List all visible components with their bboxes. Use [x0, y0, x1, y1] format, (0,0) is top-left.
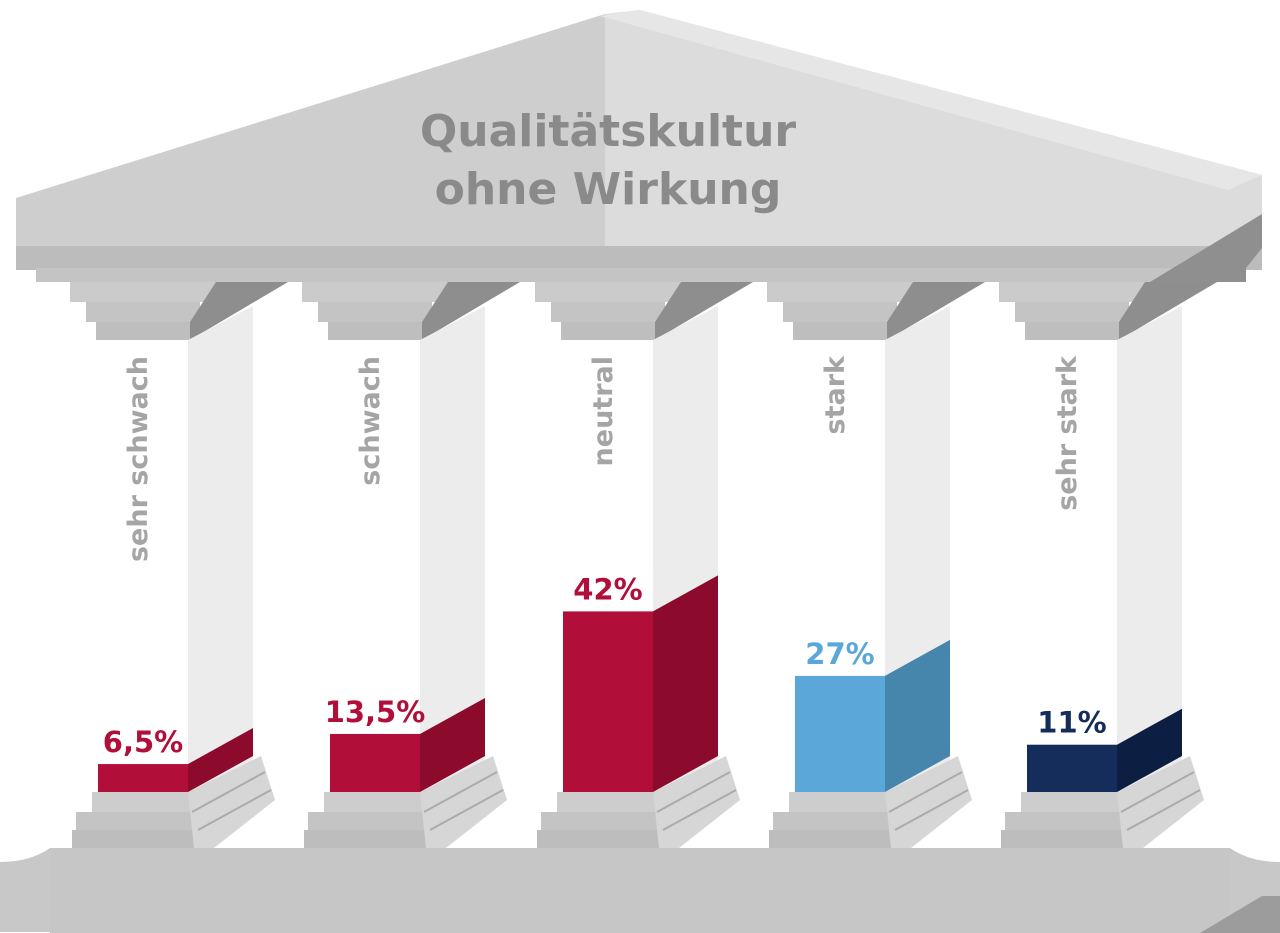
capital-middle — [318, 302, 432, 322]
plinth-step-line — [423, 771, 498, 813]
category-label: schwach — [355, 356, 386, 486]
columns: sehr schwach 6,5% schwach 13,5% neutral 42% st… — [70, 282, 1217, 848]
plinth-step-line — [429, 789, 504, 831]
column-shaft-front — [330, 340, 420, 792]
column-shaft-side — [188, 306, 253, 792]
capital-lower — [96, 322, 190, 340]
column-3: neutral 42% — [535, 282, 753, 848]
base-left-curve — [0, 848, 60, 932]
capital-lower — [1025, 322, 1119, 340]
bar-side — [885, 639, 950, 792]
capital-upper — [70, 282, 216, 302]
roof-step-shadow — [1150, 214, 1262, 282]
roof-right-slope — [605, 10, 1262, 248]
capital-lower — [561, 322, 655, 340]
plinth-upper — [1021, 792, 1123, 812]
plinth-upper — [324, 792, 426, 812]
bar-front — [1027, 744, 1117, 792]
value-label: 13,5% — [325, 695, 426, 729]
plinth-upper — [789, 792, 891, 812]
capital-middle — [86, 302, 200, 322]
roof-base-beam — [16, 246, 1262, 270]
capital-middle — [1015, 302, 1129, 322]
plinth-lower — [304, 830, 446, 848]
capital-shadow — [422, 282, 520, 340]
plinth-upper — [557, 792, 659, 812]
category-label: neutral — [588, 356, 619, 466]
roof-step-1 — [36, 268, 1246, 282]
capital-upper — [535, 282, 681, 302]
value-label: 42% — [573, 572, 642, 606]
bar-front — [330, 733, 420, 792]
category-label: sehr stark — [1052, 355, 1083, 511]
plinth-lower — [769, 830, 911, 848]
column-4: stark 27% — [767, 282, 985, 848]
base-right-shadow — [1200, 896, 1280, 933]
bar-front — [795, 675, 885, 792]
capital-shadow — [887, 282, 985, 340]
roof-left-slope — [16, 14, 605, 248]
capital-upper — [302, 282, 448, 302]
category-label: sehr schwach — [123, 356, 154, 562]
capital-upper — [999, 282, 1145, 302]
bar-front — [98, 764, 188, 792]
plinth-lower — [537, 830, 679, 848]
column-shaft-side — [1117, 306, 1182, 792]
value-label: 6,5% — [103, 725, 183, 759]
plinth-step-line — [894, 789, 969, 831]
roof-ridge-highlight — [600, 10, 1262, 190]
category-label: stark — [820, 355, 851, 435]
capital-lower — [328, 322, 422, 340]
chart-title-line-1: Qualitätskultur — [420, 106, 797, 157]
capital-middle — [551, 302, 665, 322]
base-slab — [50, 848, 1230, 933]
plinth-step-line — [656, 771, 731, 813]
column-1: sehr schwach 6,5% — [70, 282, 288, 848]
bar-side — [1117, 708, 1182, 792]
plinth-step-line — [1126, 789, 1201, 831]
bar-side — [188, 728, 253, 792]
plinth-middle — [541, 812, 675, 830]
plinth-middle — [773, 812, 907, 830]
plinth-step-line — [888, 771, 963, 813]
capital-lower — [793, 322, 887, 340]
plinth-middle — [1005, 812, 1139, 830]
plinth-step-line — [1120, 771, 1195, 813]
capital-shadow — [1119, 282, 1217, 340]
plinth-lower — [1001, 830, 1143, 848]
value-label: 11% — [1037, 706, 1106, 740]
plinth-step-line — [662, 789, 737, 831]
column-shaft-side — [420, 306, 485, 792]
value-label: 27% — [805, 637, 874, 671]
plinth-lower — [72, 830, 214, 848]
plinth-middle — [308, 812, 442, 830]
chart-title-line-2: ohne Wirkung — [435, 164, 782, 215]
plinth-upper — [92, 792, 194, 812]
bar-side — [653, 575, 718, 792]
capital-shadow — [190, 282, 288, 340]
plinth-step-line — [191, 771, 266, 813]
plinth-middle — [76, 812, 210, 830]
base — [0, 848, 1280, 933]
bar-front — [563, 611, 653, 792]
column-5: sehr stark 11% — [999, 282, 1217, 848]
plinth-step-line — [197, 789, 272, 831]
column-shaft-front — [98, 340, 188, 792]
capital-shadow — [655, 282, 753, 340]
capital-middle — [783, 302, 897, 322]
column-2: schwach 13,5% — [302, 282, 520, 848]
column-shaft-front — [1027, 340, 1117, 792]
bar-side — [420, 697, 485, 792]
roof — [16, 10, 1262, 282]
capital-upper — [767, 282, 913, 302]
